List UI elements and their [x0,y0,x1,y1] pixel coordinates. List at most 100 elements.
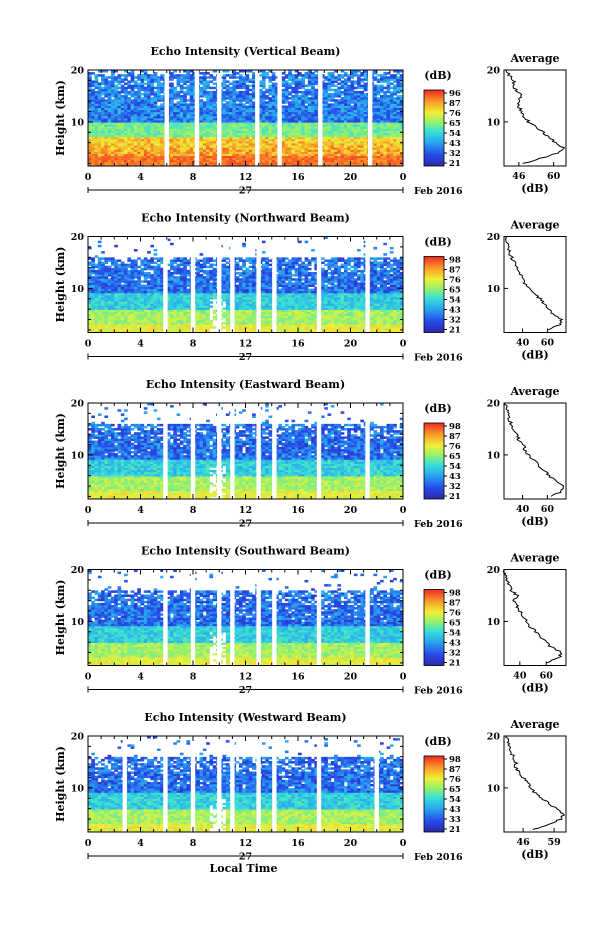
heatmap-cell [124,274,128,277]
heatmap-cell [202,118,207,121]
heatmap-cell [284,107,289,111]
heatmap-cell [212,86,217,90]
heatmap-cell [124,113,128,117]
heatmap-cell [147,90,151,94]
heatmap-cell [127,105,132,108]
heatmap-cell [206,80,210,83]
heatmap-cell [232,70,237,73]
heatmap-cell [294,84,299,88]
heatmap-cell [225,130,230,134]
heatmap-cell [107,115,112,119]
heatmap-cell [206,72,210,75]
heatmap-cell [97,84,102,88]
heatmap-cell [212,82,217,86]
heatmap-cell [104,294,109,298]
heatmap-cell [147,288,151,292]
heatmap-cell [130,132,135,136]
heatmap-cell [376,134,381,138]
heatmap-cell [265,161,269,165]
heatmap-cell [380,111,384,115]
average-x-tick-label: 46 [512,171,526,182]
heatmap-cell [156,145,161,148]
heatmap-cell [179,159,184,163]
heatmap-cell [94,301,99,304]
heatmap-cell [209,92,214,96]
heatmap-cell [202,159,207,163]
heatmap-cell [176,101,181,104]
heatmap-cell [301,147,305,150]
heatmap-cell [275,132,279,136]
heatmap-cell [399,130,404,134]
heatmap-cell [120,299,125,302]
heatmap-cell [265,76,269,79]
heatmap-cell [320,109,325,113]
heatmap-cell [140,307,145,310]
heatmap-cell [343,140,348,144]
heatmap-cell [271,128,276,131]
heatmap-cell [153,274,158,277]
average-y-tick-label: 10 [487,117,501,128]
heatmap-cell [133,82,138,86]
heatmap-cell [307,101,312,104]
heatmap-cell [160,313,164,317]
heatmap-cell [199,149,204,152]
heatmap-cell [298,128,302,131]
heatmap-cell [189,143,194,146]
heatmap-cell [150,155,155,159]
heatmap-cell [357,118,361,121]
heatmap-cell [88,284,92,287]
heatmap-cell [137,97,141,100]
heatmap-cell [133,267,138,271]
heatmap-cell [147,143,151,146]
heatmap-cell [156,313,161,317]
heatmap-cell [284,159,289,163]
heatmap-cell [235,130,240,134]
heatmap-cell [389,136,394,140]
heatmap-cell [183,99,187,102]
heatmap-cell [294,107,299,111]
heatmap-cell [360,86,365,90]
heatmap-cell [301,151,305,154]
heatmap-cell [298,134,302,138]
heatmap-cell [334,95,338,98]
heatmap-cell [199,145,204,148]
heatmap-cell [271,130,276,134]
heatmap-cell [147,88,151,92]
heatmap-cell [376,122,381,125]
heatmap-cell [140,322,145,325]
heatmap-cell [153,86,158,90]
heatmap-cell [97,92,102,96]
heatmap-cell [94,120,99,123]
heatmap-cell [393,136,397,140]
heatmap-cell [301,145,305,148]
heatmap-cell [327,118,332,121]
heatmap-cell [304,159,309,163]
heatmap-cell [389,153,394,156]
heatmap-cell [101,138,105,142]
heatmap-cell [327,151,332,154]
heatmap-cell [373,109,378,113]
heatmap-cell [350,134,355,138]
heatmap-cell [143,134,148,138]
heatmap-cell [235,155,240,159]
heatmap-cell [298,72,302,75]
heatmap-cell [104,297,109,300]
heatmap-cell [153,155,158,159]
heatmap-cell [114,265,118,269]
heatmap-cell [232,82,237,86]
heatmap-cell [386,159,391,163]
heatmap-cell [340,74,345,77]
heatmap-cell [399,126,404,129]
heatmap-cell [298,120,302,123]
heatmap-cell [252,163,256,167]
heatmap-cell [88,136,92,140]
heatmap-cell [294,134,299,138]
heatmap-cell [320,97,325,100]
heatmap-cell [147,126,151,129]
heatmap-cell [183,143,187,146]
heatmap-cell [212,145,217,148]
heatmap-cell [232,97,237,100]
heatmap-cell [399,111,404,115]
heatmap-cell [114,153,118,156]
heatmap-cell [376,105,381,108]
